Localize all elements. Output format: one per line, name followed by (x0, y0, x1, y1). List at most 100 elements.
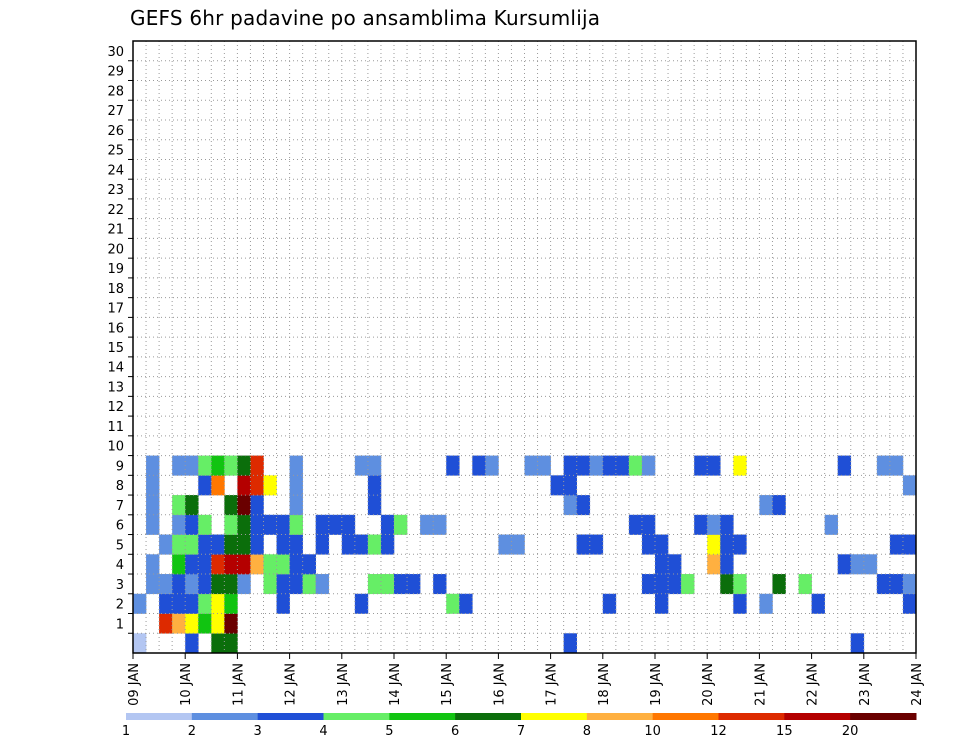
heatmap-cell (250, 554, 264, 575)
heatmap-cell (250, 514, 264, 535)
heatmap-cell (902, 475, 917, 496)
legend-swatch (718, 713, 785, 720)
heatmap-cell (185, 633, 199, 654)
heatmap-cell (289, 534, 303, 555)
heatmap-cell (837, 554, 852, 575)
heatmap-cell (159, 534, 173, 555)
heatmap-cell (720, 554, 734, 575)
heatmap-cell (811, 593, 825, 614)
heatmap-cell (263, 475, 277, 496)
heatmap-cell (276, 593, 290, 614)
y-axis: 1234567891011121314151617181920212223242… (107, 45, 133, 634)
legend-label: 15 (776, 724, 793, 739)
heatmap-cell (668, 574, 682, 595)
y-tick-label: 8 (116, 479, 124, 494)
heatmap-cell (498, 534, 512, 555)
heatmap-cell (198, 613, 212, 634)
heatmap-cell (863, 554, 878, 575)
heatmap-cell (172, 593, 186, 614)
heatmap-cell (211, 613, 225, 634)
heatmap-cell (772, 495, 786, 516)
y-tick-label: 18 (107, 282, 124, 297)
legend-label: 20 (842, 724, 859, 739)
heatmap-cell (289, 455, 303, 476)
heatmap-cell (185, 514, 199, 535)
heatmap-cell (250, 455, 264, 476)
heatmap-cell (146, 495, 160, 516)
heatmap-cell (146, 475, 160, 496)
heatmap-cell (759, 495, 773, 516)
heatmap-cell (681, 574, 695, 595)
heatmap-cell (655, 534, 669, 555)
legend-swatch (586, 713, 654, 720)
heatmap-cell (263, 514, 277, 535)
heatmap-cell (237, 475, 251, 496)
legend-label: 2 (188, 724, 196, 739)
heatmap-cell (172, 455, 186, 476)
heatmap-cell (315, 574, 330, 595)
heatmap-cell (733, 574, 747, 595)
heatmap-cell (237, 514, 251, 535)
x-tick-label: 10 JAN (179, 663, 194, 706)
heatmap-cell (563, 633, 577, 654)
heatmap-cell (224, 495, 238, 516)
heatmap-cell (198, 574, 212, 595)
legend-label: 8 (583, 724, 591, 739)
legend-label: 3 (254, 724, 262, 739)
heatmap-cell (302, 574, 316, 595)
heatmap-cell (733, 534, 747, 555)
heatmap-cell (185, 574, 199, 595)
heatmap-cell (733, 455, 747, 476)
heatmap-cell (433, 514, 447, 535)
heatmap-cell (407, 574, 421, 595)
x-tick-label: 16 JAN (492, 663, 507, 706)
y-tick-label: 20 (107, 242, 124, 257)
heatmap-cell (602, 455, 617, 476)
y-tick-label: 27 (107, 104, 124, 119)
y-tick-label: 11 (107, 420, 124, 435)
y-tick-label: 22 (107, 203, 124, 218)
x-axis: 09 JAN 10 JAN 11 JAN 12 JAN 13 JAN 14 JAN 15 J… (127, 653, 925, 706)
y-tick-label: 4 (116, 558, 124, 573)
heatmap-cell (289, 475, 303, 496)
heatmap-cell (289, 495, 303, 516)
legend-swatch (521, 713, 588, 720)
heatmap-cell (576, 455, 591, 476)
heatmap-cell (655, 593, 669, 614)
heatmap-cell (224, 554, 238, 575)
x-tick-label: 18 JAN (597, 663, 612, 706)
y-tick-label: 24 (107, 163, 124, 178)
heatmap-cell (354, 593, 369, 614)
heatmap-cell (185, 495, 199, 516)
heatmap-cell (707, 534, 721, 555)
heatmap-cell (211, 554, 225, 575)
heatmap-cell (211, 534, 225, 555)
legend-label: 12 (710, 724, 727, 739)
heatmap-cell (446, 455, 460, 476)
heatmap-cell (237, 574, 251, 595)
heatmap-cell (641, 534, 656, 555)
y-tick-label: 26 (107, 124, 124, 139)
heatmap-cell (224, 534, 238, 555)
heatmap-cell (902, 574, 917, 595)
heatmap-cell (694, 455, 708, 476)
legend-swatch (323, 713, 390, 720)
legend-label: 4 (319, 724, 327, 739)
heatmap-cell (668, 554, 682, 575)
legend-swatch (257, 713, 324, 720)
heatmap-cell (550, 475, 564, 496)
x-tick-label: 19 JAN (649, 663, 664, 706)
heatmap-cell (850, 554, 865, 575)
heatmap-cell (485, 455, 499, 476)
heatmap-cell (420, 514, 434, 535)
heatmap-cell (159, 593, 173, 614)
y-tick-label: 13 (107, 380, 124, 395)
y-tick-label: 21 (107, 223, 124, 238)
heatmap-cell (237, 534, 251, 555)
heatmap-cell (563, 455, 577, 476)
heatmap-cell (159, 613, 173, 634)
heatmap-cell (889, 534, 904, 555)
y-tick-label: 30 (107, 45, 124, 60)
heatmap-cell (902, 593, 917, 614)
y-tick-label: 17 (107, 302, 124, 317)
